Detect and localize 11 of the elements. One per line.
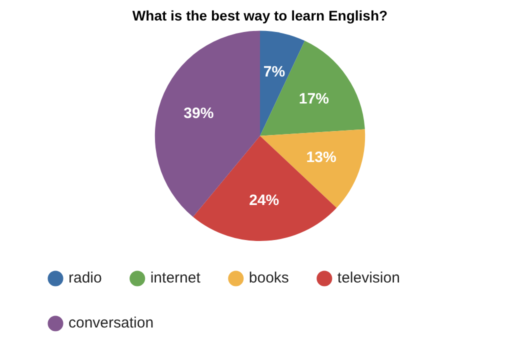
legend-label: radio <box>68 270 102 287</box>
data-label: 13% <box>306 149 336 166</box>
legend-label: television <box>337 270 400 287</box>
legend-label: conversation <box>68 314 154 332</box>
legend-label: books <box>248 270 289 287</box>
chart-title: What is the best way to learn English? <box>132 7 388 24</box>
data-label: 24% <box>249 192 280 210</box>
data-label: 17% <box>298 90 329 108</box>
data-label: 39% <box>184 104 214 122</box>
data-label: 7% <box>263 63 286 80</box>
legend-label: internet <box>150 270 202 287</box>
